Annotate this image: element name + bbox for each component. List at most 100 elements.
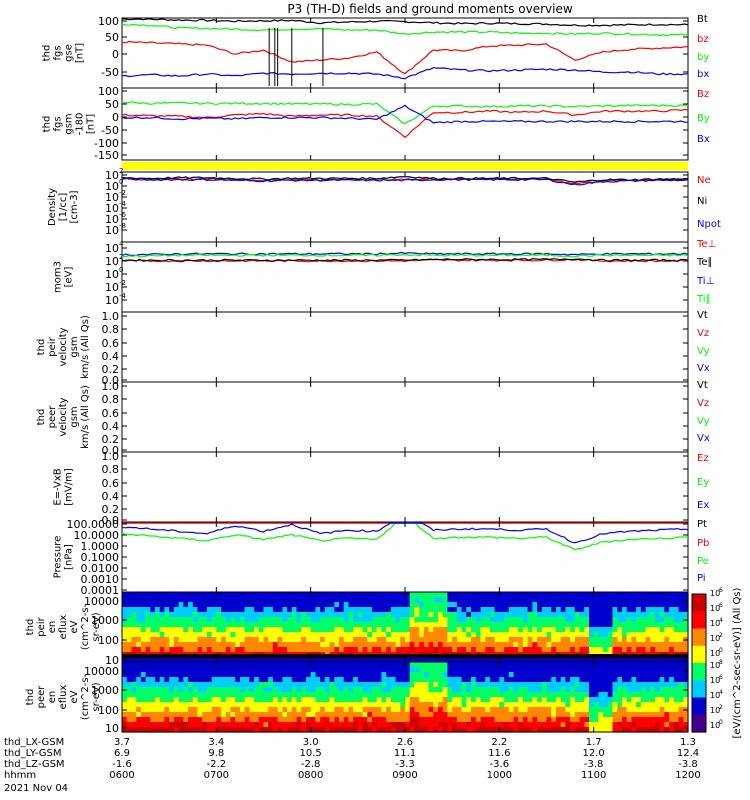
heatmap-cell <box>131 672 137 678</box>
heatmap-cell <box>664 672 670 678</box>
heatmap-cell <box>320 697 326 703</box>
heatmap-cell <box>122 622 128 628</box>
heatmap-cell <box>145 702 151 708</box>
heatmap-cell <box>683 727 689 733</box>
heatmap-cell <box>537 647 543 653</box>
heatmap-cell <box>150 632 156 638</box>
heatmap-cell <box>155 702 161 708</box>
heatmap-cell <box>155 612 161 618</box>
heatmap-cell <box>650 617 656 623</box>
heatmap-cell <box>438 612 444 618</box>
heatmap-cell <box>367 672 373 678</box>
heatmap-cell <box>636 597 642 603</box>
heatmap-cell <box>480 662 486 668</box>
heatmap-cell <box>254 637 260 643</box>
heatmap-cell <box>362 647 368 653</box>
heatmap-cell <box>607 637 614 643</box>
heatmap-cell <box>475 632 482 638</box>
heatmap-cell <box>367 682 373 688</box>
heatmap-cell <box>447 632 453 638</box>
heatmap-cell <box>291 657 298 663</box>
heatmap-cell <box>593 657 599 663</box>
heatmap-cell <box>211 592 217 598</box>
panel-frame <box>121 521 689 593</box>
heatmap-cell <box>131 647 137 653</box>
heatmap-cell <box>381 647 387 653</box>
heatmap-cell <box>400 617 406 623</box>
heatmap-cell <box>607 592 614 598</box>
heatmap-cell <box>221 602 227 608</box>
heatmap-cell <box>494 667 500 673</box>
heatmap-cell <box>673 702 680 708</box>
heatmap-cell <box>173 687 180 693</box>
heatmap-cell <box>518 647 524 653</box>
heatmap-cell <box>249 722 255 728</box>
heatmap-cell <box>626 702 632 708</box>
heatmap-cell <box>159 707 165 713</box>
heatmap-cell <box>372 717 378 723</box>
heatmap-cell <box>386 672 392 678</box>
y-axis-label: mom3 <box>53 261 64 293</box>
legend-label: Ni <box>697 196 707 207</box>
heatmap-cell <box>178 727 184 733</box>
heatmap-cell <box>343 602 349 608</box>
y-tick-label: 10 <box>105 169 119 182</box>
heatmap-cell <box>518 602 524 608</box>
heatmap-cell <box>452 677 458 683</box>
heatmap-cell <box>537 687 543 693</box>
y-tick-label: 0 <box>112 111 119 124</box>
heatmap-cell <box>612 672 618 678</box>
heatmap-cell <box>173 637 180 643</box>
heatmap-cell <box>386 712 392 718</box>
x-row-label: thd_LZ-GSM <box>4 759 65 770</box>
heatmap-cell <box>206 607 213 613</box>
heatmap-cell <box>390 717 397 723</box>
heatmap-cell <box>287 617 293 623</box>
heatmap-cell <box>287 717 293 723</box>
heatmap-cell <box>376 707 382 713</box>
heatmap-cell <box>532 717 538 723</box>
heatmap-cell <box>447 602 453 608</box>
heatmap-cell <box>617 632 623 638</box>
heatmap-cell <box>513 622 519 628</box>
heatmap-cell <box>603 722 609 728</box>
heatmap-cell <box>249 672 255 678</box>
heatmap-cell <box>485 597 491 603</box>
heatmap-cell <box>235 697 241 703</box>
heatmap-cell <box>296 712 302 718</box>
heatmap-cell <box>631 692 637 698</box>
heatmap-cell <box>173 727 180 733</box>
heatmap-cell <box>357 682 364 688</box>
heatmap-cell <box>433 692 439 698</box>
heatmap-cell <box>254 702 260 708</box>
heatmap-cell <box>485 627 491 633</box>
heatmap-cell <box>244 682 250 688</box>
heatmap-cell <box>211 622 217 628</box>
heatmap-cell <box>537 627 543 633</box>
heatmap-cell <box>537 642 543 648</box>
heatmap-cell <box>518 722 524 728</box>
heatmap-cell <box>579 697 585 703</box>
heatmap-cell <box>122 682 128 688</box>
heatmap-cell <box>263 602 269 608</box>
heatmap-cell <box>589 702 595 708</box>
heatmap-cell <box>518 717 524 723</box>
heatmap-cell <box>499 597 505 603</box>
heatmap-cell <box>419 622 425 628</box>
heatmap-cell <box>329 727 335 733</box>
heatmap-cell <box>183 712 189 718</box>
heatmap-cell <box>343 667 349 673</box>
heatmap-cell <box>589 722 595 728</box>
y-axis-label: gsm <box>69 406 80 427</box>
heatmap-cell <box>376 692 382 698</box>
heatmap-cell <box>126 642 132 648</box>
heatmap-cell <box>409 712 415 718</box>
heatmap-cell <box>310 632 316 638</box>
heatmap-cell <box>145 647 151 653</box>
heatmap-cell <box>390 727 397 733</box>
heatmap-cell <box>612 617 618 623</box>
heatmap-cell <box>433 727 439 733</box>
heatmap-cell <box>249 592 255 598</box>
heatmap-cell <box>197 707 203 713</box>
heatmap-cell <box>489 697 496 703</box>
